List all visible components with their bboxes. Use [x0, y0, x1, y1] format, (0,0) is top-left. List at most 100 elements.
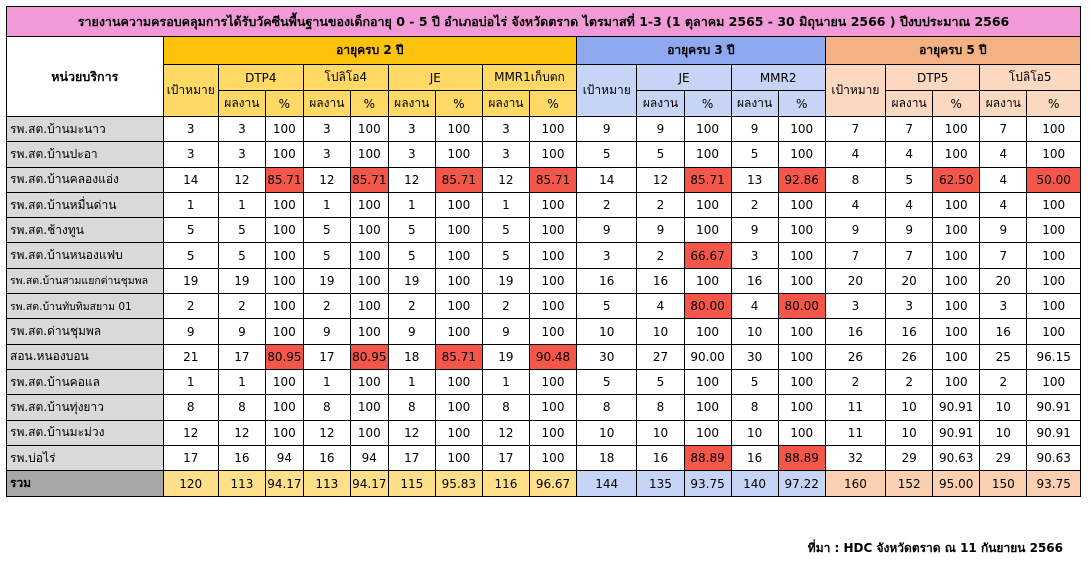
table-cell: 88.89 [683, 444, 732, 472]
table-cell: 10 [979, 394, 1028, 421]
table-cell: 100 [777, 318, 826, 345]
table-cell: 100 [777, 141, 826, 168]
total-cell: 160 [824, 470, 887, 498]
table-cell: 100 [528, 217, 578, 244]
table-cell: 100 [349, 419, 389, 446]
table-cell: 26 [824, 343, 887, 370]
percent-header: % [932, 90, 981, 117]
table-cell: 100 [777, 368, 826, 396]
table-cell: 3 [302, 141, 351, 168]
table-cell: 12 [302, 166, 351, 193]
table-cell: 19 [481, 343, 530, 370]
age2-group-header: อายุครบ 2 ปี [162, 36, 578, 65]
table-cell: 9 [387, 318, 436, 345]
table-cell: 7 [824, 115, 887, 143]
table-cell: 7 [979, 242, 1028, 269]
table-cell: 8 [576, 394, 638, 421]
table-cell: 20 [979, 267, 1028, 295]
table-cell: 5 [162, 242, 219, 269]
table-cell: 90.91 [1026, 394, 1081, 421]
table-cell: 20 [885, 267, 934, 295]
table-row: รพ.สต.ช้างทูน 5 5 100 5 100 5 100 5 100 9 9 100 9 100 9… [6, 217, 1081, 244]
table-cell: 4 [824, 141, 887, 168]
table-cell: 7 [979, 115, 1028, 143]
table-cell: 30 [576, 343, 638, 370]
table-cell: 100 [264, 191, 304, 219]
result-header: ผลงาน [730, 90, 779, 117]
table-cell: 100 [683, 191, 732, 219]
unit-name-cell: รพ.สต.บ้านสามแยกด่านชุมพล [6, 267, 164, 295]
table-cell: 100 [528, 267, 578, 295]
table-cell: 16 [979, 318, 1028, 345]
table-cell: 19 [217, 267, 266, 295]
table-row: สอน.หนองบอน 21 17 80.95 17 80.95 18 85.71 19 90.4… [6, 343, 1081, 370]
table-cell: 9 [481, 318, 530, 345]
table-cell: 1 [481, 191, 530, 219]
table-cell: 100 [434, 267, 483, 295]
vaccine-header-dtp5: DTP5 [885, 64, 981, 91]
table-cell: 100 [932, 191, 981, 219]
total-cell: 94.17 [264, 470, 304, 498]
table-cell: 16 [302, 444, 351, 472]
table-cell: 2 [387, 293, 436, 320]
table-cell: 100 [264, 293, 304, 320]
vaccine-coverage-table: รายงานความครอบคลุมการได้รับวัคซีนพื้นฐาน… [6, 6, 1082, 498]
table-cell: 1 [217, 191, 266, 219]
table-cell: 100 [434, 368, 483, 396]
table-cell: 19 [302, 267, 351, 295]
table-cell: 16 [576, 267, 638, 295]
table-cell: 4 [824, 191, 887, 219]
table-cell: 10 [979, 419, 1028, 446]
table-cell: 8 [162, 394, 219, 421]
result-header: ผลงาน [885, 90, 934, 117]
table-cell: 100 [434, 191, 483, 219]
table-cell: 8 [387, 394, 436, 421]
table-cell: 100 [349, 318, 389, 345]
total-cell: 150 [979, 470, 1028, 498]
table-cell: 8 [730, 394, 779, 421]
total-cell: 120 [162, 470, 219, 498]
table-cell: 3 [162, 141, 219, 168]
table-cell: 100 [777, 394, 826, 421]
table-cell: 100 [434, 444, 483, 472]
table-cell: 3 [885, 293, 934, 320]
vaccine-header-mmr1: MMR1เก็บตก [481, 64, 578, 91]
table-cell: 5 [162, 217, 219, 244]
table-cell: 8 [636, 394, 685, 421]
table-cell: 12 [636, 166, 685, 193]
table-cell: 100 [528, 115, 578, 143]
total-cell: 93.75 [683, 470, 732, 498]
table-cell: 3 [302, 115, 351, 143]
table-cell: 100 [528, 419, 578, 446]
result-header: ผลงาน [979, 90, 1028, 117]
table-cell: 80.95 [264, 343, 304, 370]
table-cell: 2 [217, 293, 266, 320]
table-cell: 100 [264, 242, 304, 269]
table-cell: 9 [636, 217, 685, 244]
vaccine-header-dtp4: DTP4 [217, 64, 304, 91]
age3-target-header: เป้าหมาย [576, 64, 638, 117]
table-cell: 2 [576, 191, 638, 219]
table-cell: 100 [434, 141, 483, 168]
table-cell: 16 [636, 267, 685, 295]
table-body: รพ.สต.บ้านมะนาว 3 3 100 3 100 3 100 3 100 9 9 100 9 10… [6, 115, 1081, 472]
table-cell: 17 [217, 343, 266, 370]
table-cell: 100 [1026, 318, 1081, 345]
table-cell: 9 [824, 217, 887, 244]
table-cell: 85.71 [683, 166, 732, 193]
result-header: ผลงาน [481, 90, 530, 117]
vaccine-header-polio5: โปลิโอ5 [979, 64, 1081, 91]
table-cell: 4 [885, 141, 934, 168]
table-cell: 5 [302, 217, 351, 244]
table-cell: 2 [481, 293, 530, 320]
table-cell: 5 [576, 368, 638, 396]
table-cell: 100 [349, 191, 389, 219]
table-cell: 85.71 [349, 166, 389, 193]
table-cell: 26 [885, 343, 934, 370]
table-cell: 9 [730, 217, 779, 244]
table-cell: 12 [387, 166, 436, 193]
table-cell: 100 [1026, 293, 1081, 320]
vaccine-header-mmr2: MMR2 [730, 64, 826, 91]
table-row: รพ.สต.บ้านคลองแอ่ง 14 12 85.71 12 85.71 12 85.7… [6, 166, 1081, 193]
table-cell: 3 [730, 242, 779, 269]
